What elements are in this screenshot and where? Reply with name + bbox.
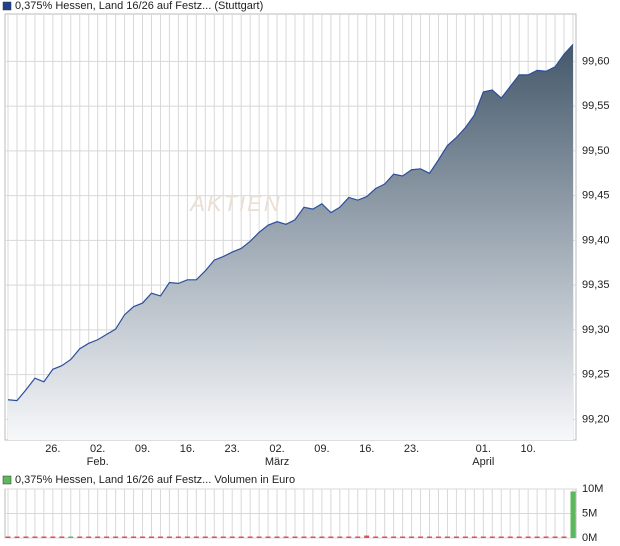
bar <box>140 536 146 538</box>
bar <box>435 536 441 538</box>
y-tick-label: 99,40 <box>582 234 610 246</box>
bar <box>292 536 298 538</box>
bar <box>175 536 181 538</box>
legend-label: 0,375% Hessen, Land 16/26 auf Festz... (… <box>15 0 263 12</box>
bar <box>5 536 11 538</box>
bar <box>355 536 361 538</box>
bar <box>256 536 262 538</box>
bar <box>220 536 226 538</box>
bar <box>418 536 424 538</box>
bar <box>95 536 101 538</box>
y-tick-label: 99,60 <box>582 55 610 67</box>
y-tick-label: 5M <box>582 507 597 519</box>
bar <box>328 536 334 538</box>
x-tick-label: 23. <box>225 443 240 455</box>
y-tick-label: 99,35 <box>582 279 610 291</box>
bar <box>166 536 172 538</box>
bar <box>148 536 154 538</box>
bar <box>346 536 352 538</box>
bar <box>543 536 549 538</box>
bar <box>462 536 468 538</box>
bar <box>104 536 110 538</box>
bar <box>50 536 56 538</box>
bar <box>301 536 307 538</box>
bar <box>391 536 397 538</box>
bar <box>59 536 65 538</box>
bar <box>310 536 316 538</box>
x-tick-label: 09. <box>135 443 150 455</box>
bar <box>364 535 370 538</box>
bar <box>382 536 388 538</box>
x-month-label: Feb. <box>87 456 109 468</box>
x-month-label: April <box>472 456 494 468</box>
bar <box>498 536 504 538</box>
bar <box>202 536 208 538</box>
bar <box>23 536 29 538</box>
y-tick-label: 10M <box>582 483 603 495</box>
bar <box>283 536 289 538</box>
x-tick-label: 10. <box>521 443 536 455</box>
bar <box>552 536 558 538</box>
bar <box>68 536 74 538</box>
bar <box>229 536 235 538</box>
bar <box>400 536 406 538</box>
watermark: AKTIEN <box>188 191 281 216</box>
x-tick-label: 16. <box>359 443 374 455</box>
x-tick-label: 26. <box>45 443 60 455</box>
y-tick-label: 99,30 <box>582 324 610 336</box>
bar <box>247 536 253 538</box>
bar <box>444 536 450 538</box>
bar <box>516 536 522 538</box>
x-tick-label: 23. <box>404 443 419 455</box>
bar <box>32 536 38 538</box>
bar <box>471 536 477 538</box>
bar <box>238 536 244 538</box>
y-tick-label: 99,55 <box>582 100 610 112</box>
bar <box>507 536 513 538</box>
y-tick-label: 99,45 <box>582 190 610 202</box>
bar <box>77 536 83 538</box>
bar <box>41 536 47 538</box>
bar <box>193 536 199 538</box>
bar <box>113 536 119 538</box>
bar <box>319 536 325 538</box>
x-tick-label: 02. <box>90 443 105 455</box>
bar <box>211 536 217 538</box>
bar <box>14 536 20 538</box>
bar <box>480 536 486 538</box>
bar <box>525 536 531 538</box>
bar <box>409 536 415 538</box>
bar <box>427 536 433 538</box>
bar <box>534 536 540 538</box>
bar <box>184 536 190 538</box>
bar <box>561 536 567 538</box>
bar <box>337 536 343 538</box>
y-tick-label: 99,25 <box>582 369 610 381</box>
bar <box>157 536 163 538</box>
bar <box>489 536 495 538</box>
x-tick-label: 01. <box>476 443 491 455</box>
bar <box>274 536 280 538</box>
bar <box>122 536 128 538</box>
y-tick-label: 99,20 <box>582 413 610 425</box>
bar <box>373 536 379 538</box>
x-tick-label: 02. <box>269 443 284 455</box>
bar <box>453 536 459 538</box>
y-tick-label: 0M <box>582 532 597 544</box>
bar <box>570 491 576 538</box>
x-tick-label: 09. <box>314 443 329 455</box>
bar <box>265 536 271 538</box>
y-tick-label: 99,50 <box>582 145 610 157</box>
x-tick-label: 16. <box>180 443 195 455</box>
legend-swatch <box>2 1 12 11</box>
bar <box>86 536 92 538</box>
legend-label: 0,375% Hessen, Land 16/26 auf Festz... V… <box>15 474 295 486</box>
bar <box>131 536 137 538</box>
legend-swatch <box>2 475 12 485</box>
area <box>8 44 573 441</box>
x-month-label: März <box>265 456 289 468</box>
line <box>7 44 574 402</box>
